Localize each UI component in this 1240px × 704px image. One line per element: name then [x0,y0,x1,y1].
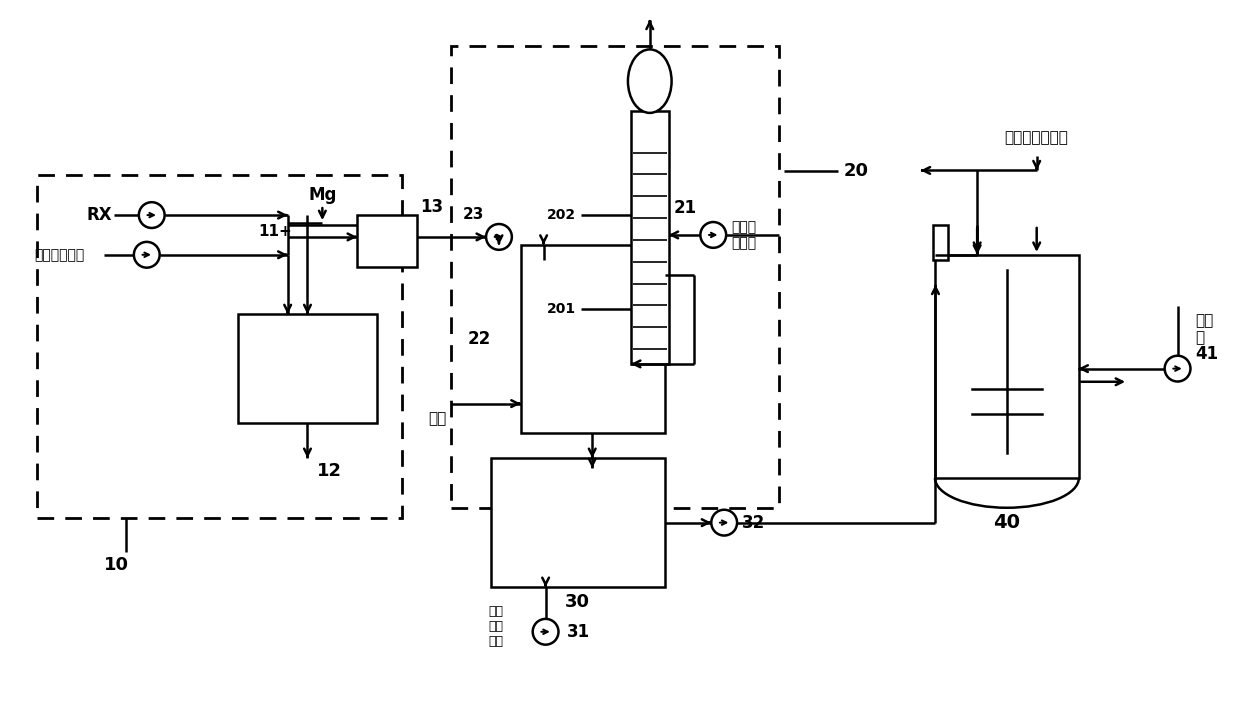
Bar [238,314,377,423]
Text: 202: 202 [547,208,577,222]
Text: 12: 12 [317,462,342,480]
Text: 第二有
机溶剂: 第二有 机溶剂 [732,220,756,250]
Text: 乙厘: 乙厘 [428,411,446,426]
Circle shape [134,242,160,268]
Text: 三甲
基氯
硅烷: 三甲 基氯 硅烷 [489,605,503,648]
Circle shape [701,222,727,248]
Bar [631,111,668,364]
Text: RX: RX [87,206,112,224]
Text: 201: 201 [547,302,577,316]
Bar [451,46,779,508]
Text: 第一有机溶剂: 第一有机溶剂 [35,248,84,262]
Text: 22: 22 [467,330,491,348]
Bar [932,225,949,260]
Circle shape [1164,356,1190,382]
Text: Mg: Mg [309,187,336,204]
Text: 40: 40 [993,513,1021,532]
Circle shape [486,224,512,250]
Text: 10: 10 [103,556,129,574]
Text: 31: 31 [567,623,589,641]
Bar [491,458,665,587]
Text: 21: 21 [673,199,697,217]
Bar [935,255,1079,478]
Bar [521,245,665,434]
Text: 20: 20 [843,162,868,180]
Ellipse shape [627,49,672,113]
Circle shape [533,619,558,645]
Text: 32: 32 [742,514,765,532]
Text: 13: 13 [420,198,444,216]
Circle shape [139,202,165,228]
Bar [357,215,417,267]
Circle shape [712,510,737,536]
Text: 41: 41 [1195,345,1219,363]
Text: 氮气或惰性气体: 氮气或惰性气体 [1004,130,1069,145]
Text: 淤灭
剂: 淤灭 剂 [1195,313,1214,345]
Text: 30: 30 [565,593,590,611]
Text: 23: 23 [463,206,484,222]
Bar [37,175,402,517]
Text: 11+: 11+ [258,225,291,239]
